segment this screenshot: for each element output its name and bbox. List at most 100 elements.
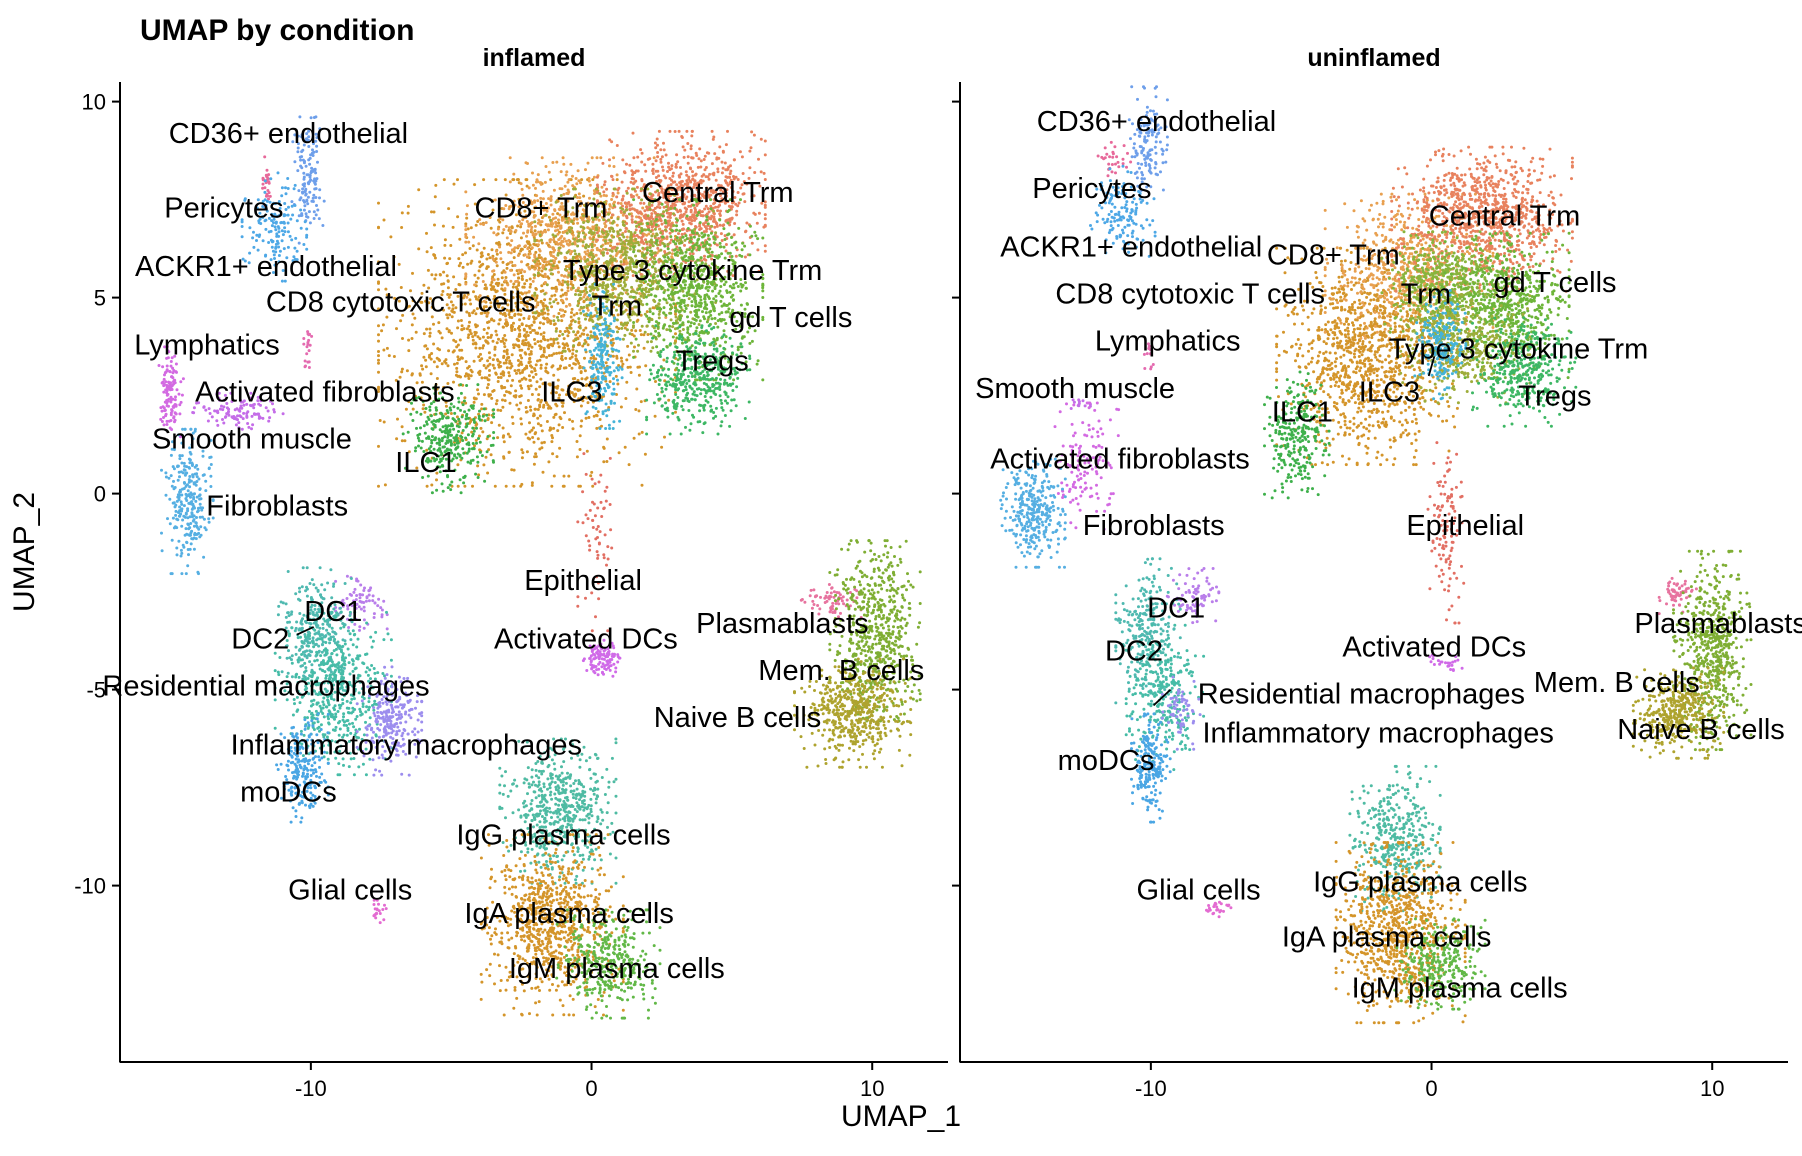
- point: [494, 329, 498, 333]
- point: [528, 405, 532, 409]
- point: [428, 334, 432, 338]
- point: [529, 331, 532, 334]
- point: [405, 369, 409, 373]
- point: [485, 437, 489, 441]
- point: [460, 328, 464, 331]
- point: [377, 354, 380, 358]
- point: [377, 307, 380, 311]
- point: [482, 463, 486, 467]
- point: [485, 386, 489, 390]
- point: [630, 328, 634, 332]
- point: [384, 287, 388, 291]
- point: [520, 422, 523, 426]
- point: [481, 430, 485, 434]
- point: [472, 400, 476, 404]
- point: [532, 320, 536, 324]
- point: [545, 263, 548, 267]
- point: [426, 268, 430, 272]
- point: [428, 297, 432, 301]
- point: [645, 310, 649, 314]
- point: [568, 392, 572, 396]
- point: [460, 324, 464, 328]
- point: [445, 274, 449, 278]
- point: [479, 306, 483, 310]
- point: [504, 358, 508, 362]
- point: [488, 362, 492, 366]
- point: [510, 290, 514, 294]
- point: [532, 426, 535, 430]
- point: [478, 260, 482, 264]
- point: [527, 387, 531, 391]
- point: [524, 338, 528, 342]
- point: [430, 305, 434, 309]
- point: [584, 326, 588, 330]
- point: [539, 363, 543, 367]
- point: [539, 332, 543, 336]
- point: [526, 384, 530, 388]
- point: [476, 276, 480, 280]
- point: [377, 201, 380, 205]
- point: [494, 178, 498, 182]
- point: [584, 416, 588, 420]
- point: [528, 298, 532, 301]
- point: [643, 452, 647, 456]
- point: [499, 311, 503, 315]
- point: [516, 272, 520, 276]
- point: [446, 382, 450, 385]
- point: [667, 398, 671, 402]
- point: [556, 341, 560, 345]
- point: [497, 423, 501, 427]
- point: [456, 178, 459, 182]
- point: [463, 396, 467, 400]
- point: [529, 408, 533, 412]
- point: [486, 253, 490, 256]
- panel-title-inflamed: inflamed: [120, 44, 948, 73]
- point: [542, 322, 545, 326]
- point: [519, 271, 523, 275]
- point: [456, 355, 460, 359]
- point: [440, 362, 444, 366]
- point: [572, 400, 576, 404]
- point: [542, 440, 546, 444]
- point: [504, 338, 508, 342]
- point: [563, 411, 566, 415]
- point: [421, 407, 425, 411]
- point: [596, 337, 599, 340]
- point: [519, 236, 523, 240]
- point: [617, 304, 621, 308]
- point: [428, 331, 432, 335]
- point: [446, 293, 450, 296]
- point: [450, 331, 453, 335]
- point: [525, 178, 529, 182]
- point: [455, 415, 459, 419]
- point: [447, 295, 451, 299]
- point: [608, 380, 612, 384]
- panel-title-uninflamed: uninflamed: [960, 44, 1788, 73]
- point: [512, 321, 515, 325]
- point: [619, 405, 623, 409]
- point: [464, 360, 468, 364]
- point: [562, 474, 566, 478]
- point: [463, 294, 467, 297]
- point: [387, 354, 391, 358]
- point: [583, 396, 587, 400]
- point: [496, 277, 500, 281]
- point: [473, 444, 476, 448]
- figure-title: UMAP by condition: [140, 14, 414, 48]
- point: [512, 256, 516, 260]
- point: [477, 473, 481, 477]
- point: [508, 309, 512, 313]
- point: [518, 318, 522, 322]
- point: [616, 382, 620, 386]
- point: [579, 371, 583, 375]
- point: [557, 260, 561, 264]
- point: [529, 384, 533, 388]
- point: [499, 409, 503, 412]
- point: [585, 449, 589, 453]
- point: [547, 460, 551, 464]
- point: [539, 377, 543, 381]
- point: [611, 305, 615, 309]
- point: [446, 364, 450, 368]
